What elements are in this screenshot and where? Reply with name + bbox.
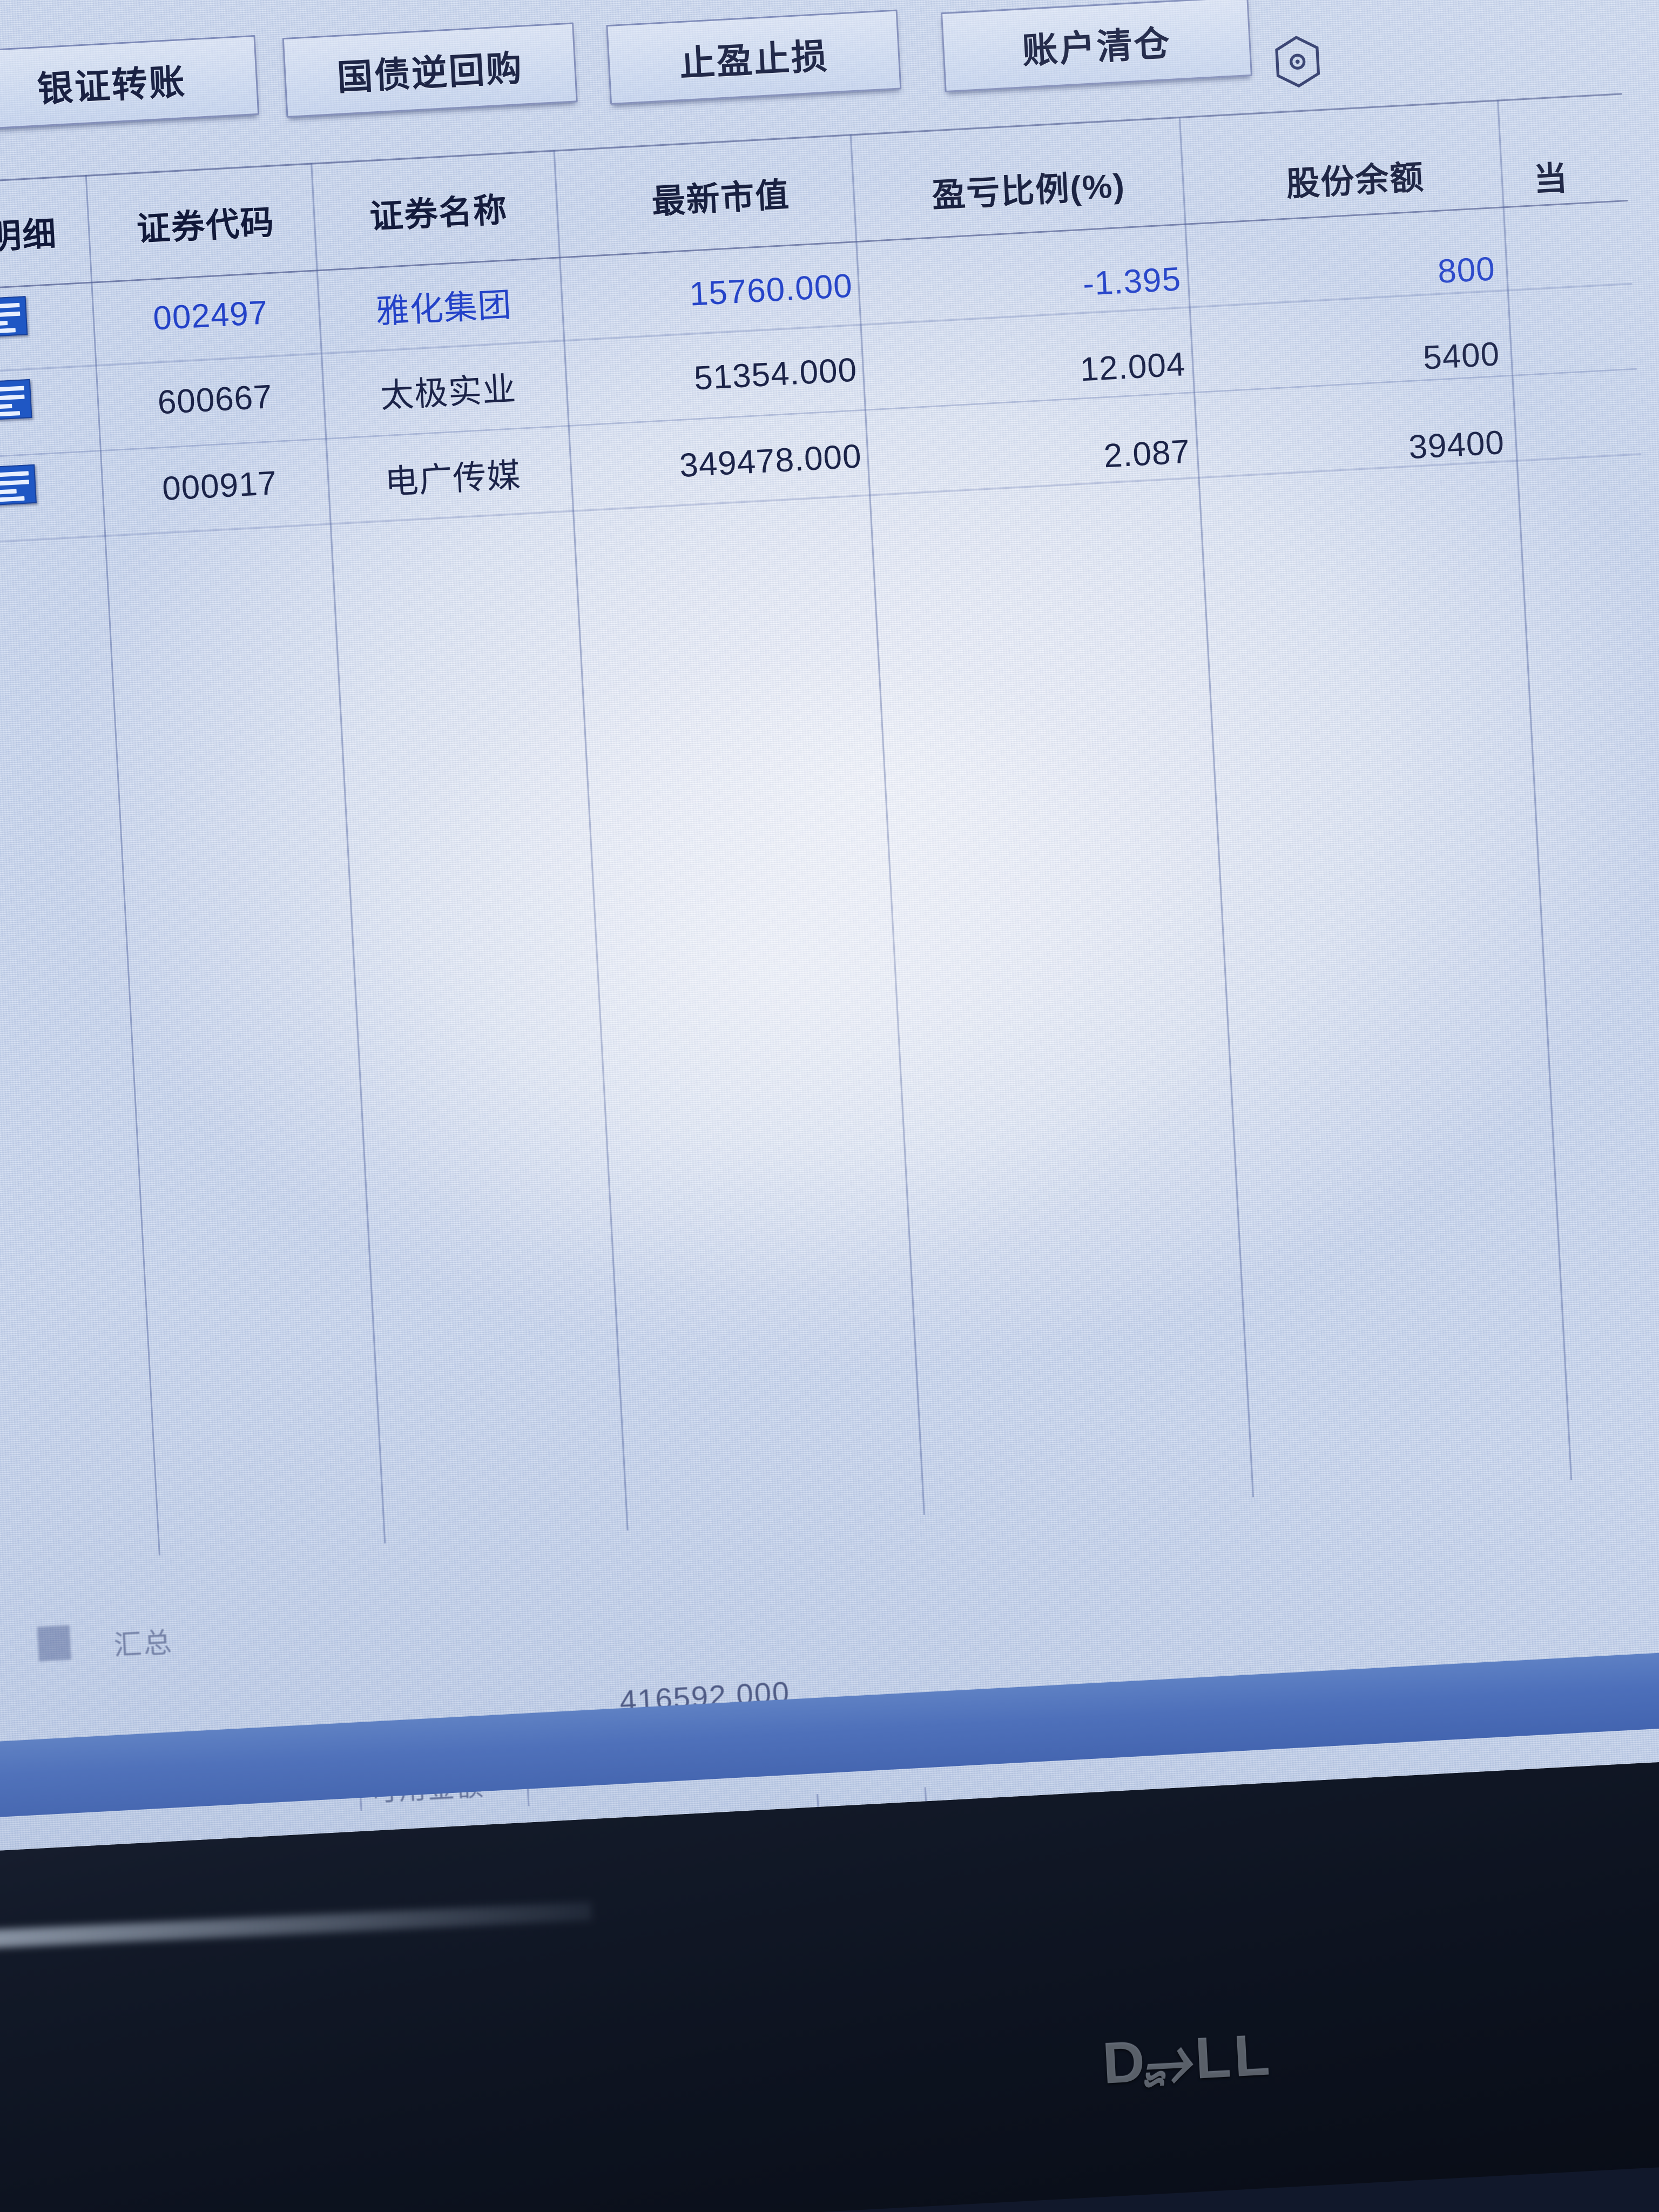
cell-code: 000917 (161, 464, 278, 508)
row-detail-icon[interactable] (0, 379, 32, 421)
bezel-sheen (0, 1901, 592, 1948)
bank-securities-transfer-label: 银证转账 (36, 61, 187, 110)
footer-left-glyph (37, 1625, 71, 1662)
hexagon-settings-icon[interactable] (1272, 33, 1323, 90)
column-header-code[interactable]: 证券代码 (136, 204, 276, 248)
row-detail-icon[interactable] (0, 296, 28, 338)
monitor-screen: 率% 银证转账 国债逆回购 止盈止损 账户清仓 (0, 0, 1659, 1851)
row-detail-icon[interactable] (0, 464, 37, 507)
summary-label: 汇总 (113, 1627, 174, 1662)
cell-name: 雅化集团 (375, 286, 513, 331)
cell-code: 002497 (152, 293, 269, 338)
col-divider-value (849, 134, 925, 1515)
account-liquidate-label: 账户清仓 (1021, 23, 1172, 71)
column-header-today[interactable]: 当 (1533, 159, 1569, 199)
cell-name: 太极实业 (379, 370, 517, 415)
cell-name: 电广传媒 (383, 456, 522, 502)
column-header-name[interactable]: 证券名称 (368, 191, 509, 236)
dell-logo: D⭈LL (1101, 2021, 1274, 2096)
reverse-repo-button[interactable]: 国债逆回购 (282, 22, 578, 118)
reverse-repo-label: 国债逆回购 (336, 48, 524, 98)
col-divider-shares (1496, 99, 1573, 1481)
stop-profit-stop-loss-button[interactable]: 止盈止损 (606, 9, 902, 105)
column-header-pnl[interactable]: 盈亏比例(%) (930, 167, 1127, 215)
account-liquidate-button[interactable]: 账户清仓 (940, 0, 1252, 93)
stop-profit-stop-loss-label: 止盈止损 (678, 36, 830, 84)
trading-application: 率% 银证转账 国债逆回购 止盈止损 账户清仓 (0, 0, 1659, 1846)
col-divider-pnl (1178, 116, 1255, 1498)
column-header-value[interactable]: 最新市值 (651, 176, 791, 221)
cell-code: 600667 (157, 377, 274, 421)
holdings-table: 明细 证券代码 证券名称 最新市值 盈亏比例(%) 股份余额 当 002497 … (0, 93, 1659, 1562)
column-header-detail[interactable]: 明细 (0, 215, 58, 257)
column-header-shares[interactable]: 股份余额 (1285, 159, 1426, 204)
toolbar: 银证转账 国债逆回购 止盈止损 账户清仓 (0, 0, 1621, 165)
bank-securities-transfer-button[interactable]: 银证转账 (0, 35, 260, 131)
